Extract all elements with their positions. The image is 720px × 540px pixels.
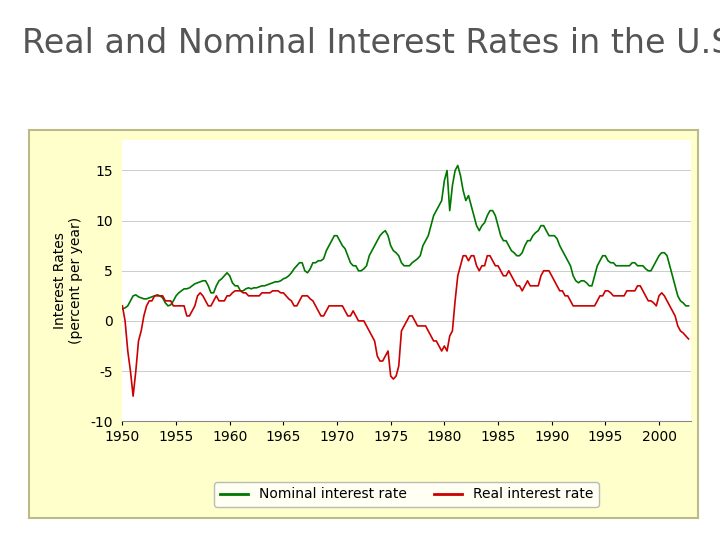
Line: Nominal interest rate: Nominal interest rate	[122, 165, 688, 309]
Nominal interest rate	[606, 260, 615, 266]
Real interest rate	[684, 336, 693, 342]
Nominal interest rate	[148, 294, 156, 300]
Real interest rate	[459, 253, 467, 259]
Real interest rate	[129, 393, 138, 400]
Nominal interest rate	[118, 306, 127, 312]
Text: Real and Nominal Interest Rates in the U.S.: Real and Nominal Interest Rates in the U…	[22, 27, 720, 60]
Nominal interest rate	[161, 300, 170, 306]
Line: Real interest rate: Real interest rate	[122, 256, 688, 396]
Real interest rate	[395, 363, 403, 369]
Real interest rate	[526, 282, 534, 289]
Nominal interest rate	[392, 249, 400, 256]
Nominal interest rate	[539, 222, 548, 229]
Legend: Nominal interest rate, Real interest rate: Nominal interest rate, Real interest rat…	[215, 482, 599, 507]
Real interest rate	[118, 302, 127, 309]
Real interest rate	[163, 298, 172, 304]
Nominal interest rate	[454, 162, 462, 168]
Nominal interest rate	[684, 302, 693, 309]
Real interest rate	[150, 293, 159, 299]
Real interest rate	[609, 293, 618, 299]
Real interest rate	[542, 267, 551, 274]
Y-axis label: Interest Rates
(percent per year): Interest Rates (percent per year)	[53, 217, 84, 345]
Nominal interest rate	[523, 238, 532, 244]
